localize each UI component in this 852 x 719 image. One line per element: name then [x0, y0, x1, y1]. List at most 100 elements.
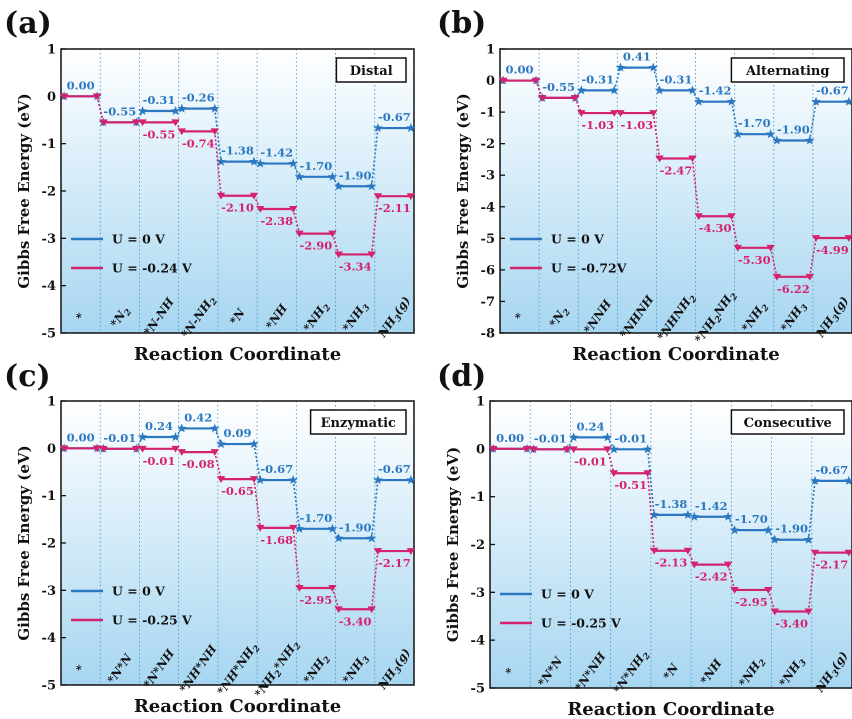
panel-letter: (a): [4, 6, 52, 41]
y-tick-label: -3: [42, 232, 56, 247]
legend-label: U = -0.24 V: [112, 261, 192, 276]
y-tick-label: 1: [47, 43, 56, 58]
y-tick-label: -3: [42, 584, 56, 599]
data-label: -2.95: [735, 595, 768, 609]
data-label: -3.40: [775, 616, 808, 630]
data-label: -0.51: [614, 478, 647, 492]
panel-letter: (d): [437, 359, 486, 394]
x-axis-label: Reaction Coordinate: [134, 696, 341, 717]
y-tick-label: 0: [47, 442, 56, 457]
data-label: -2.10: [221, 201, 254, 215]
x-axis-label: Reaction Coordinate: [572, 344, 779, 365]
y-tick-label: -1: [42, 137, 56, 152]
data-label: -0.74: [182, 136, 215, 150]
data-label: -0.26: [182, 91, 215, 105]
data-label: -0.01: [614, 431, 647, 445]
y-tick-label: -3: [471, 586, 485, 601]
panel-d: 1 0 -1 -2 -3 -4 -5 (d) Gibbs Free Energy (eV) Rea…: [437, 359, 852, 719]
x-axis-label: Reaction Coordinate: [134, 344, 341, 365]
y-tick-label: -4: [471, 634, 485, 649]
y-axis-label: Gibbs Free Energy (eV): [15, 445, 33, 640]
legend-label: U = 0 V: [112, 232, 165, 247]
data-label: -0.67: [815, 463, 848, 477]
data-label: -0.01: [103, 431, 136, 445]
data-label: -2.13: [655, 556, 688, 570]
data-label: 0.24: [577, 419, 605, 433]
data-label: -4.30: [699, 221, 732, 235]
y-axis-label: Gibbs Free Energy (eV): [15, 93, 33, 288]
data-label: -1.70: [300, 511, 333, 525]
data-label: -0.01: [574, 454, 607, 468]
y-tick-label: -2: [42, 537, 56, 552]
data-label: 0.24: [145, 419, 173, 433]
data-label: -2.42: [695, 570, 728, 584]
data-label: -2.47: [660, 163, 693, 177]
data-label: -1.38: [221, 144, 254, 158]
plot-background: [61, 49, 414, 333]
data-label: -0.67: [378, 462, 411, 476]
data-label: -1.03: [620, 118, 653, 132]
data-label: -2.38: [260, 214, 293, 228]
data-label: -2.17: [815, 558, 848, 572]
data-label: 0.00: [506, 63, 534, 77]
data-label: 0.41: [623, 50, 651, 64]
data-label: -0.01: [534, 431, 567, 445]
legend-label: U = -0.25 V: [112, 613, 192, 628]
y-tick-label: -4: [42, 631, 56, 646]
y-tick-label: -5: [42, 679, 56, 694]
data-label: -0.65: [221, 484, 254, 498]
legend-label: U = 0 V: [541, 587, 594, 602]
y-tick-label: 1: [47, 395, 56, 410]
legend-label: U = 0 V: [112, 584, 165, 599]
data-label: -0.55: [103, 104, 136, 118]
data-label: -1.42: [695, 499, 728, 513]
y-tick-label: -4: [42, 279, 56, 294]
data-label: -1.42: [260, 146, 293, 160]
y-tick-label: -2: [42, 185, 56, 200]
panel-letter: (b): [437, 6, 486, 41]
data-label: -0.67: [378, 110, 411, 124]
data-label: -3.40: [339, 614, 372, 628]
data-label: -1.38: [655, 497, 688, 511]
data-label: -1.90: [339, 168, 372, 182]
data-label: -6.22: [777, 282, 810, 296]
y-axis-label: Gibbs Free Energy (eV): [444, 447, 462, 642]
data-label: -3.34: [339, 259, 372, 273]
mechanism-label: Consecutive: [744, 416, 832, 431]
data-label: -1.90: [777, 123, 810, 137]
y-tick-label: -5: [471, 682, 485, 697]
data-label: -2.95: [300, 593, 333, 607]
x-axis-label: Reaction Coordinate: [567, 699, 774, 719]
data-label: -1.70: [300, 159, 333, 173]
y-tick-label: -4: [481, 200, 495, 215]
panel-b: 1 0 -1 -2 -3 -4 -5 -6 -7 -8 (b) Gibbs Free Energy (…: [437, 6, 852, 365]
y-tick-label: -5: [42, 327, 56, 342]
data-label: -2.17: [378, 556, 411, 570]
y-tick-label: 0: [47, 90, 56, 105]
y-tick-label: 0: [476, 442, 485, 457]
data-label: -2.11: [378, 201, 411, 215]
data-label: 0.00: [67, 430, 95, 444]
data-label: 0.00: [496, 431, 524, 445]
y-tick-label: -8: [481, 327, 495, 342]
legend-label: U = -0.72V: [551, 261, 627, 276]
data-label: -0.67: [816, 84, 849, 98]
data-label: -4.99: [816, 243, 849, 257]
data-label: -0.01: [143, 454, 176, 468]
data-label: -1.42: [699, 84, 732, 98]
data-label: -0.31: [143, 93, 176, 107]
y-tick-label: -2: [471, 538, 485, 553]
panel-c: 10-1-2-3-4-5(c)Gibbs Free Energy (eV)Rea…: [4, 359, 416, 717]
legend-label: U = -0.25 V: [541, 616, 621, 631]
y-tick-label: -1: [471, 490, 485, 505]
data-label: -1.70: [738, 116, 771, 130]
data-label: -1.03: [581, 118, 614, 132]
data-label: -0.31: [660, 72, 693, 86]
y-axis-label: Gibbs Free Energy (eV): [454, 93, 472, 288]
data-label: -1.70: [735, 512, 768, 526]
y-tick-label: -7: [481, 295, 495, 310]
mechanism-label: Alternating: [745, 64, 830, 79]
data-label: -0.08: [182, 457, 215, 471]
y-tick-label: 1: [476, 395, 485, 410]
